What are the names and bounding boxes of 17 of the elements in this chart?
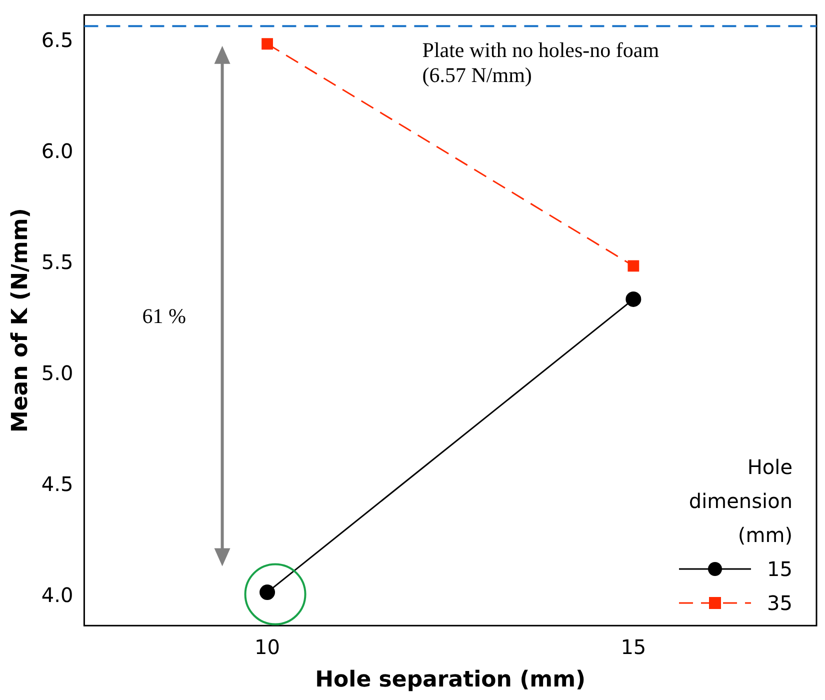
y-tick-label: 4.5 bbox=[41, 472, 74, 496]
y-axis-title: Mean of K (N/mm) bbox=[8, 208, 33, 433]
y-tick-label: 6.0 bbox=[41, 138, 74, 163]
ref-line-label: Plate with no holes-no foam (6.57 N/mm) bbox=[422, 38, 660, 88]
point bbox=[628, 260, 640, 272]
x-tick-label: 10 bbox=[254, 634, 280, 659]
legend-label: 35 bbox=[767, 590, 792, 615]
legend-title: Hole dimension (mm) bbox=[688, 454, 792, 549]
annotation: 61 % bbox=[142, 304, 186, 330]
y-tick-label: 5.5 bbox=[41, 250, 74, 274]
y-tick-label: 4.0 bbox=[41, 582, 74, 607]
point bbox=[262, 38, 273, 50]
y-tick-label: 5.0 bbox=[41, 360, 74, 385]
y-tick-label: 6.5 bbox=[41, 28, 74, 52]
x-axis-title: Hole separation (mm) bbox=[315, 668, 586, 693]
point bbox=[626, 291, 642, 307]
legend-label: 15 bbox=[767, 556, 792, 581]
